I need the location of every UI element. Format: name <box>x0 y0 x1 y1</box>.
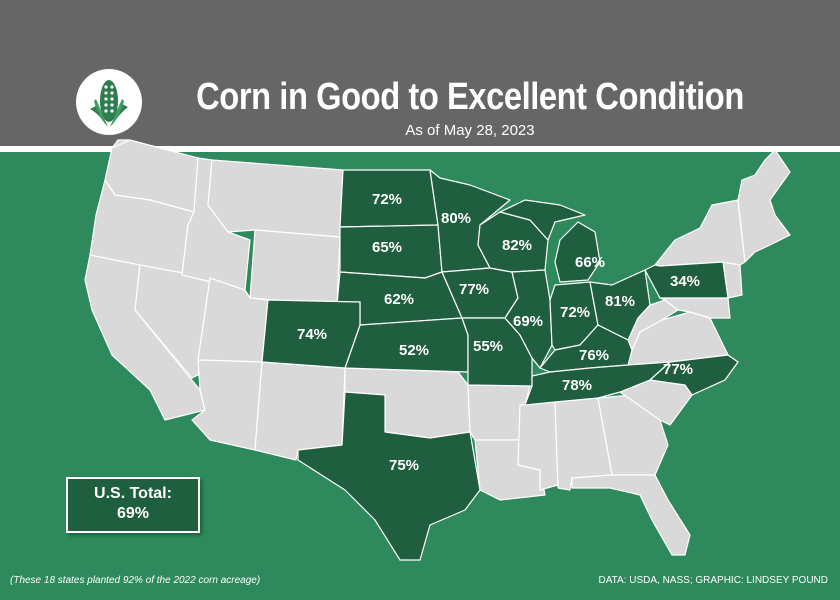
label-oh: 81% <box>605 293 635 310</box>
label-nc: 77% <box>663 361 693 378</box>
label-in: 72% <box>560 304 590 321</box>
label-nd: 72% <box>372 191 402 208</box>
label-wi: 82% <box>502 237 532 254</box>
page-subtitle: As of May 28, 2023 <box>405 122 535 139</box>
footnote: (These 18 states planted 92% of the 2022… <box>10 575 261 586</box>
us-total-box: U.S. Total: 69% <box>66 477 200 533</box>
state-new-england <box>737 149 791 263</box>
header-divider <box>0 146 840 152</box>
label-ne: 62% <box>384 291 414 308</box>
label-ia: 77% <box>459 281 489 298</box>
source-credit: DATA: USDA, NASS; GRAPHIC: LINDSEY POUND <box>598 575 829 586</box>
label-tn: 78% <box>562 377 592 394</box>
state-nc <box>649 354 739 396</box>
state-pa <box>644 261 729 299</box>
state-co <box>261 299 361 369</box>
state-fl <box>571 474 691 556</box>
label-mn: 80% <box>441 210 471 227</box>
corn-icon <box>90 80 128 127</box>
label-tx: 75% <box>389 457 419 474</box>
state-il <box>504 269 553 369</box>
label-sd: 65% <box>372 239 402 256</box>
state-ak-stub <box>111 139 131 149</box>
label-pa: 34% <box>670 273 700 290</box>
label-co: 74% <box>297 326 327 343</box>
state-wy <box>249 229 341 306</box>
state-mi <box>499 199 601 283</box>
state-ny <box>654 199 746 267</box>
us-total-label: U.S. Total: <box>94 485 172 502</box>
label-ks: 52% <box>399 342 429 359</box>
us-total-value: 69% <box>116 505 150 522</box>
state-md <box>659 297 731 319</box>
label-ky: 76% <box>579 347 609 364</box>
state-mt <box>207 159 344 238</box>
header-band <box>0 0 840 146</box>
label-mi: 66% <box>575 254 605 271</box>
label-mo: 55% <box>473 338 503 355</box>
state-tx <box>297 391 481 561</box>
page-title: Corn in Good to Excellent Condition <box>196 76 744 118</box>
label-il: 69% <box>513 313 543 330</box>
state-nm <box>254 361 346 461</box>
corn-logo <box>76 69 142 135</box>
